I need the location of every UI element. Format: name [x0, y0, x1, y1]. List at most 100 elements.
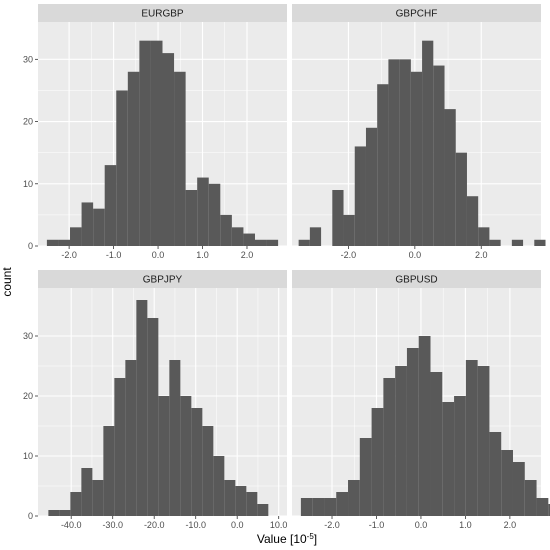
histogram-bar: [298, 239, 310, 246]
histogram-bar: [454, 396, 466, 516]
histogram-bar: [59, 510, 71, 516]
histogram-bar: [465, 360, 478, 516]
x-tick-label: 2.0: [504, 520, 517, 530]
facet-strip-gbpjpy: [38, 270, 287, 288]
histogram-bar: [300, 498, 313, 516]
x-tick-label: -10.0: [185, 520, 206, 530]
histogram-bar: [430, 372, 443, 516]
facet-label-gbpchf: GBPCHF: [396, 9, 438, 20]
histogram-bar: [477, 366, 490, 516]
histogram-bar: [348, 480, 360, 516]
histogram-bar: [466, 196, 479, 246]
histogram-bar: [418, 336, 431, 516]
histogram-bar: [388, 59, 400, 247]
histogram-bar: [174, 71, 186, 247]
histogram-bar: [511, 239, 524, 246]
histogram-bar: [254, 239, 267, 246]
panel-gbpchf: GBPCHF -2.0 0.0 2.0: [292, 4, 546, 260]
x-axis-title-exponent: -5: [307, 532, 315, 541]
histogram-bar: [197, 177, 209, 246]
histogram-bar: [48, 510, 60, 516]
histogram-bar: [266, 239, 279, 246]
y-tick-label: 0: [28, 241, 33, 251]
histogram-bar: [136, 300, 148, 516]
x-tick-label: 10.0: [270, 520, 288, 530]
histogram-bar: [395, 366, 407, 516]
histogram-bar: [512, 462, 525, 516]
panel-eurgbp: EURGBP 0 10 20 30 -2.0 -1.0 0.0 1.0 2.0: [23, 4, 287, 260]
histogram-bar: [150, 40, 163, 246]
histogram-bar: [208, 183, 221, 246]
histogram-bar: [70, 492, 82, 516]
histogram-bar: [489, 432, 502, 516]
histogram-bar: [147, 318, 159, 516]
histogram-bar: [406, 348, 419, 516]
panel-gbpusd: GBPUSD -2.0 -1.0 0.0 1.0 2.0: [292, 270, 550, 530]
facet-label-eurgbp: EURGBP: [141, 9, 184, 20]
histogram-bar: [231, 227, 244, 246]
histogram-bar: [422, 40, 434, 246]
histogram-bar: [309, 227, 322, 246]
x-axis-title: Value [10-5]: [257, 532, 317, 547]
histogram-bar: [158, 396, 170, 516]
histogram-bar: [103, 426, 115, 516]
histogram-bar: [162, 53, 175, 246]
x-tick-label: 0.0: [415, 520, 428, 530]
histogram-bar: [220, 214, 232, 246]
histogram-bar: [324, 498, 337, 516]
histogram-bar: [478, 227, 490, 246]
histogram-bar: [433, 65, 445, 246]
facet-strip-eurgbp: [38, 4, 287, 22]
x-tick-label: -40.0: [61, 520, 82, 530]
histogram-bar: [213, 456, 225, 516]
histogram-bar: [455, 152, 467, 246]
facet-strip-gbpusd: [292, 270, 541, 288]
x-axis-title-main: Value [10: [257, 532, 307, 546]
x-tick-label: 0.0: [231, 520, 244, 530]
histogram-bar: [336, 492, 349, 516]
facet-strip-gbpchf: [292, 4, 541, 22]
histogram-bar: [93, 208, 105, 246]
histogram-bar: [70, 227, 82, 246]
histogram-bar: [180, 396, 192, 516]
y-tick-label: 30: [23, 54, 33, 64]
y-tick-label: 0: [28, 511, 33, 521]
histogram-bar: [501, 450, 513, 516]
histogram-bar: [444, 109, 456, 246]
histogram-bar: [114, 378, 126, 516]
histogram-bar: [383, 378, 396, 516]
facet-label-gbpjpy: GBPJPY: [143, 275, 183, 286]
histogram-bar: [371, 408, 384, 516]
histogram-bar: [81, 202, 94, 246]
histogram-bar: [127, 71, 140, 247]
histogram-bar: [332, 190, 344, 246]
y-tick-label: 10: [23, 451, 33, 461]
histogram-bar: [191, 408, 203, 516]
histogram-bar: [534, 239, 546, 246]
histogram-bar: [246, 492, 258, 516]
histogram-bar: [224, 480, 236, 516]
x-tick-label: 0.0: [152, 250, 165, 260]
histogram-bar: [235, 486, 247, 516]
histogram-bar: [92, 480, 104, 516]
x-tick-label: 1.0: [196, 250, 209, 260]
histogram-bar: [489, 239, 501, 246]
histogram-bar: [46, 239, 59, 246]
y-tick-label: 20: [23, 391, 33, 401]
x-tick-label: 2.0: [241, 250, 254, 260]
histogram-bar: [548, 504, 550, 516]
x-axis-title-end: ]: [314, 532, 317, 546]
x-tick-label: -1.0: [106, 250, 122, 260]
x-tick-label: -2.0: [61, 250, 77, 260]
histogram-bar: [354, 146, 366, 246]
panel-gbpjpy: GBPJPY 0 10 20 30 -40.0 -30.0 -20.0 -10.0 0.0 10.0: [23, 270, 335, 530]
x-tick-label: 2.0: [475, 250, 488, 260]
x-tick-label: 0.0: [409, 250, 422, 260]
y-tick-label: 20: [23, 117, 33, 127]
panels-layer: EURGBP 0 10 20 30 -2.0 -1.0 0.0 1.0 2.0 GBPCHF -2.0…: [23, 4, 550, 530]
facet-label-gbpusd: GBPUSD: [395, 275, 437, 286]
histogram-bar: [243, 233, 255, 246]
y-tick-label: 30: [23, 331, 33, 341]
histogram-bar: [257, 504, 269, 516]
histogram-bar: [536, 498, 549, 516]
